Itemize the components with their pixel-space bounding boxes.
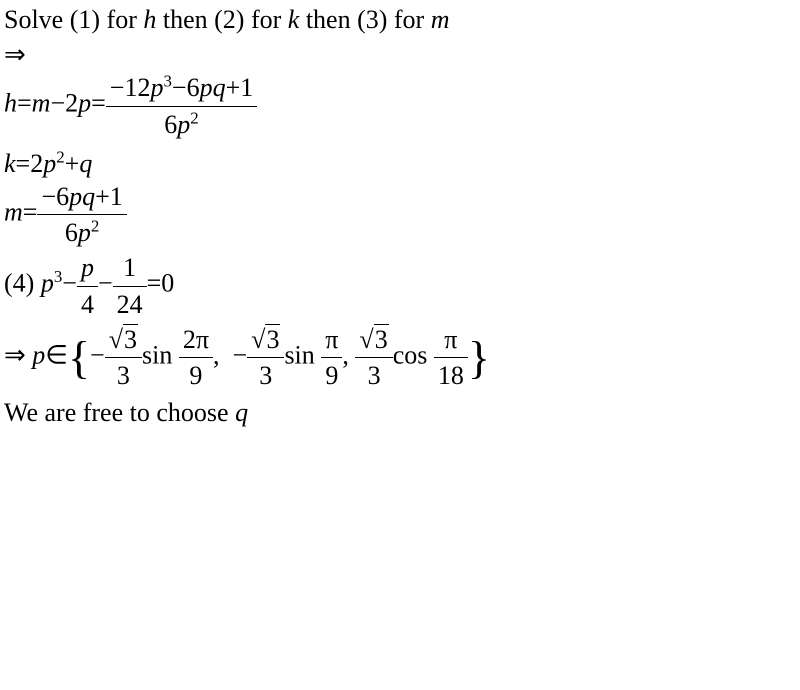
op: = <box>17 89 32 118</box>
op: = <box>91 89 106 118</box>
comma: , <box>342 340 355 369</box>
text: Solve (1) for <box>4 5 143 34</box>
num: 6 <box>164 110 177 139</box>
sqrt: 3 <box>251 324 280 355</box>
in: ∈ <box>45 340 68 369</box>
neg: − <box>90 340 105 369</box>
var-h: h <box>143 5 156 34</box>
num: 9 <box>321 358 342 391</box>
op: =2 <box>16 149 44 178</box>
sin: sin <box>142 340 179 369</box>
exp: 2 <box>56 147 64 166</box>
var: p <box>177 110 190 139</box>
var-q: q <box>79 149 92 178</box>
text: We are free to choose <box>4 398 235 427</box>
line-7: ⇒ p∈{−33sin 2π9, −33sin π9, 33cos π18} <box>4 324 796 391</box>
num: π <box>434 324 468 358</box>
var: pq <box>200 73 226 102</box>
line-4: k=2p2+q <box>4 148 796 179</box>
num: −6 <box>41 182 69 211</box>
line-2: ⇒ <box>4 39 796 70</box>
var-k: k <box>288 5 300 34</box>
rbrace: } <box>468 332 490 383</box>
line-8: We are free to choose q <box>4 397 796 428</box>
line-1: Solve (1) for h then (2) for k then (3) … <box>4 4 796 35</box>
num: 4 <box>77 287 98 320</box>
var-h: h <box>4 89 17 118</box>
text: then (2) for <box>156 5 287 34</box>
num: 3 <box>355 358 392 391</box>
var-k: k <box>4 149 16 178</box>
lbrace: { <box>68 332 90 383</box>
radicand: 3 <box>374 324 389 354</box>
op: =0 <box>147 269 175 298</box>
text: (4) <box>4 269 41 298</box>
num: 3 <box>247 358 284 391</box>
num: 2π <box>179 324 213 358</box>
exp: 3 <box>54 267 62 286</box>
comma: , <box>213 340 226 369</box>
op: + <box>65 149 80 178</box>
text: then (3) for <box>299 5 430 34</box>
fraction: π9 <box>321 324 342 391</box>
num: +1 <box>95 182 123 211</box>
math-document: Solve (1) for h then (2) for k then (3) … <box>4 4 796 428</box>
exp: 2 <box>91 216 99 235</box>
exp: 3 <box>163 72 171 91</box>
num: 1 <box>113 252 147 286</box>
var-m: m <box>4 198 23 227</box>
op: − <box>62 269 77 298</box>
fraction: 33 <box>247 324 284 391</box>
fraction: p4 <box>77 252 98 319</box>
var-p: p <box>43 149 56 178</box>
fraction: 33 <box>355 324 392 391</box>
var-p: p <box>41 269 54 298</box>
op: = <box>23 198 38 227</box>
num: −6 <box>172 73 200 102</box>
var-m: m <box>32 89 51 118</box>
num: −12 <box>110 73 151 102</box>
cos: cos <box>393 340 434 369</box>
num: +1 <box>226 73 254 102</box>
num: 24 <box>113 287 147 320</box>
num: 9 <box>179 358 213 391</box>
radicand: 3 <box>265 324 280 354</box>
var: p <box>77 252 98 286</box>
var-p: p <box>78 89 91 118</box>
line-6: (4) p3−p4−124=0 <box>4 252 796 319</box>
op: −2 <box>50 89 78 118</box>
var-q: q <box>235 398 248 427</box>
radicand: 3 <box>123 324 138 354</box>
op: − <box>98 269 113 298</box>
fraction: 2π9 <box>179 324 213 391</box>
var: p <box>150 73 163 102</box>
var-p: p <box>32 340 45 369</box>
line-5: m=−6pq+1 6p2 <box>4 181 796 248</box>
implies: ⇒ <box>4 40 26 69</box>
fraction: −12p3−6pq+16p2 <box>106 72 257 139</box>
sin: sin <box>284 340 321 369</box>
sqrt: 3 <box>109 324 138 355</box>
fraction: 124 <box>113 252 147 319</box>
num: π <box>321 324 342 358</box>
arrow: ⇒ <box>4 340 32 369</box>
neg: − <box>232 340 247 369</box>
var: pq <box>69 182 95 211</box>
exp: 2 <box>190 108 198 127</box>
var-m: m <box>431 5 450 34</box>
sqrt: 3 <box>359 324 388 355</box>
line-3: h=m−2p=−12p3−6pq+16p2 <box>4 72 796 139</box>
var: p <box>78 218 91 247</box>
fraction: 33 <box>105 324 142 391</box>
num: 6 <box>65 218 78 247</box>
num: 3 <box>105 358 142 391</box>
fraction: π18 <box>434 324 468 391</box>
fraction: −6pq+1 6p2 <box>37 181 126 248</box>
num: 18 <box>434 358 468 391</box>
